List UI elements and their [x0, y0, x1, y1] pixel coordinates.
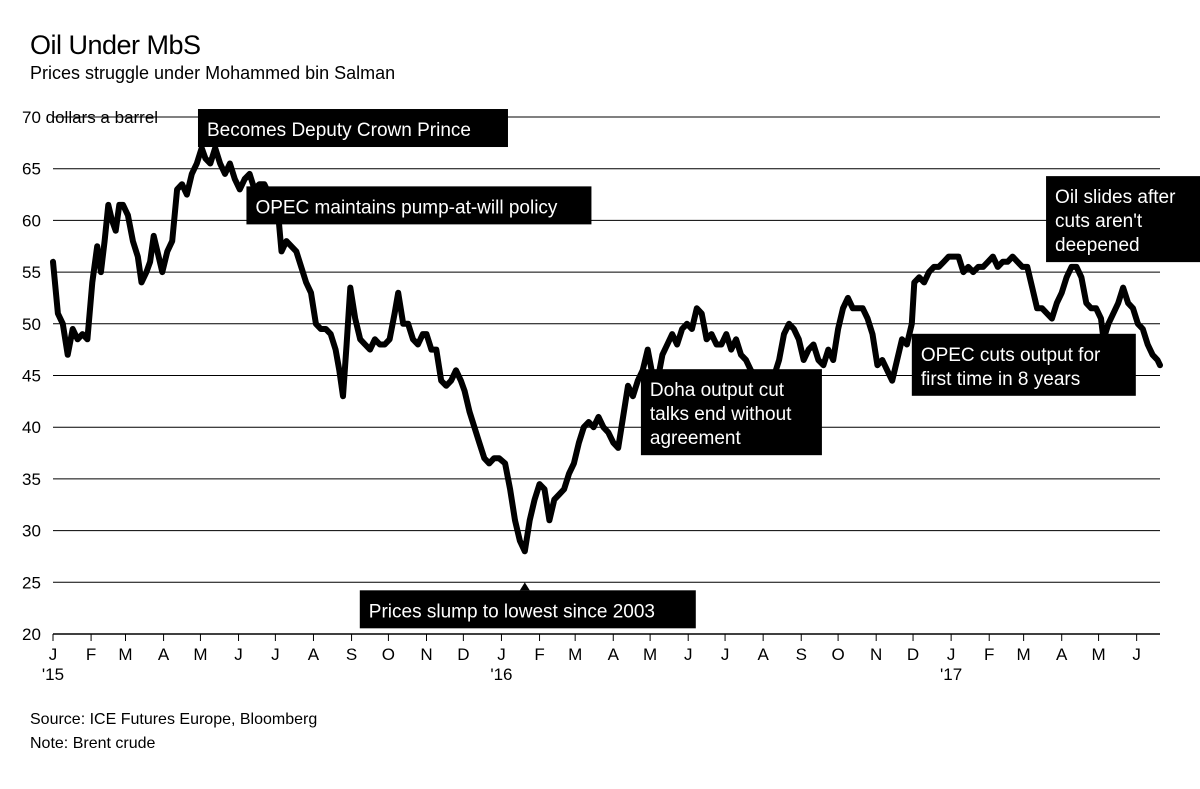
x-tick-label: J: [721, 645, 730, 664]
y-tick-label: 25: [22, 573, 41, 592]
annotation-text: OPEC maintains pump-at-will policy: [255, 197, 557, 218]
x-tick-label: J: [684, 645, 693, 664]
series-layer: [50, 145, 1163, 555]
x-axis: J'15F M A M J J A S O N D J'16F M A M J J A S O N D J'17F M A M J: [42, 634, 1141, 684]
x-tick-label: J: [234, 645, 243, 664]
x-tick-label: J: [1132, 645, 1141, 664]
x-tick-label: A: [308, 645, 320, 664]
annotation-text: talks end without: [650, 404, 792, 425]
annotation-pointer: [519, 582, 530, 591]
annotation-box: [640, 369, 822, 456]
x-tick-label: M: [1091, 645, 1105, 664]
y-tick-label: 40: [22, 418, 41, 437]
crude-note: Note: Brent crude: [30, 735, 156, 752]
x-tick-label: A: [757, 645, 769, 664]
x-tick-label: J: [49, 645, 58, 664]
annotation-box: [911, 333, 1136, 396]
x-tick-label: S: [796, 645, 807, 664]
annotation-box: [359, 590, 696, 629]
annotation-text: Doha output cut: [650, 380, 785, 401]
x-tick-label: F: [984, 645, 994, 664]
price-line: [50, 145, 1163, 555]
y-tick-label: 45: [22, 367, 41, 386]
annotation-text: first time in 8 years: [921, 369, 1080, 390]
x-tick-label: F: [86, 645, 96, 664]
annotation-label: Becomes Deputy Crown Prince: [197, 109, 508, 148]
x-tick-label: A: [1056, 645, 1068, 664]
x-tick-label: M: [1017, 645, 1031, 664]
annotation-text: OPEC cuts output for: [921, 345, 1101, 366]
annotation-box: [1046, 176, 1200, 263]
annotation-text: Prices slump to lowest since 2003: [369, 601, 655, 622]
x-year-label: '15: [42, 665, 64, 684]
annotation-text: Becomes Deputy Crown Prince: [207, 120, 471, 141]
annotation-label: OPEC cuts output for first time in 8 year…: [911, 333, 1136, 396]
annotation-box: [197, 109, 508, 148]
x-tick-label: A: [608, 645, 620, 664]
x-tick-label: D: [907, 645, 919, 664]
y-tick-label: 50: [22, 315, 41, 334]
annotation-text: Oil slides after: [1055, 187, 1176, 208]
annotation-box: [246, 186, 592, 225]
source-note: Source: ICE Futures Europe, Bloomberg: [30, 711, 318, 728]
annotation-label: Doha output cut talks end without agreemen…: [640, 369, 822, 456]
annotation-label: Prices slump to lowest since 2003: [359, 590, 696, 629]
y-tick-label: 20: [22, 625, 41, 644]
x-tick-label: O: [382, 645, 395, 664]
chart-subtitle: Prices struggle under Mohammed bin Salma…: [30, 63, 396, 83]
x-tick-label: M: [643, 645, 657, 664]
x-tick-label: N: [870, 645, 882, 664]
x-tick-label: N: [420, 645, 432, 664]
y-axis: 20 25 30 35 40 45 50 55 60 65 70 dollars a barrel: [22, 108, 158, 644]
x-tick-label: M: [118, 645, 132, 664]
x-year-label: '17: [940, 665, 962, 684]
x-tick-label: J: [947, 645, 956, 664]
x-tick-label: J: [271, 645, 280, 664]
y-tick-label: 70 dollars a barrel: [22, 108, 158, 127]
y-tick-label: 60: [22, 211, 41, 230]
x-tick-label: D: [457, 645, 469, 664]
annotation-text: cuts aren't: [1055, 211, 1143, 232]
y-tick-label: 30: [22, 522, 41, 541]
chart-title: Oil Under MbS: [30, 30, 201, 60]
annotation-text: agreement: [650, 428, 742, 449]
annotation-label: OPEC maintains pump-at-will policy: [246, 186, 592, 225]
x-tick-label: F: [534, 645, 544, 664]
x-tick-label: M: [568, 645, 582, 664]
annotations: Becomes Deputy Crown Prince OPEC maintain…: [197, 109, 1200, 629]
annotation-text: deepened: [1055, 235, 1140, 256]
x-tick-label: S: [346, 645, 357, 664]
y-tick-label: 55: [22, 263, 41, 282]
x-tick-label: O: [831, 645, 844, 664]
y-tick-label: 65: [22, 160, 41, 179]
annotation-label: Oil slides after cuts aren't deepened: [1046, 176, 1200, 263]
x-tick-label: A: [158, 645, 170, 664]
x-tick-label: J: [497, 645, 506, 664]
x-year-label: '16: [490, 665, 512, 684]
x-tick-label: M: [193, 645, 207, 664]
y-tick-label: 35: [22, 470, 41, 489]
